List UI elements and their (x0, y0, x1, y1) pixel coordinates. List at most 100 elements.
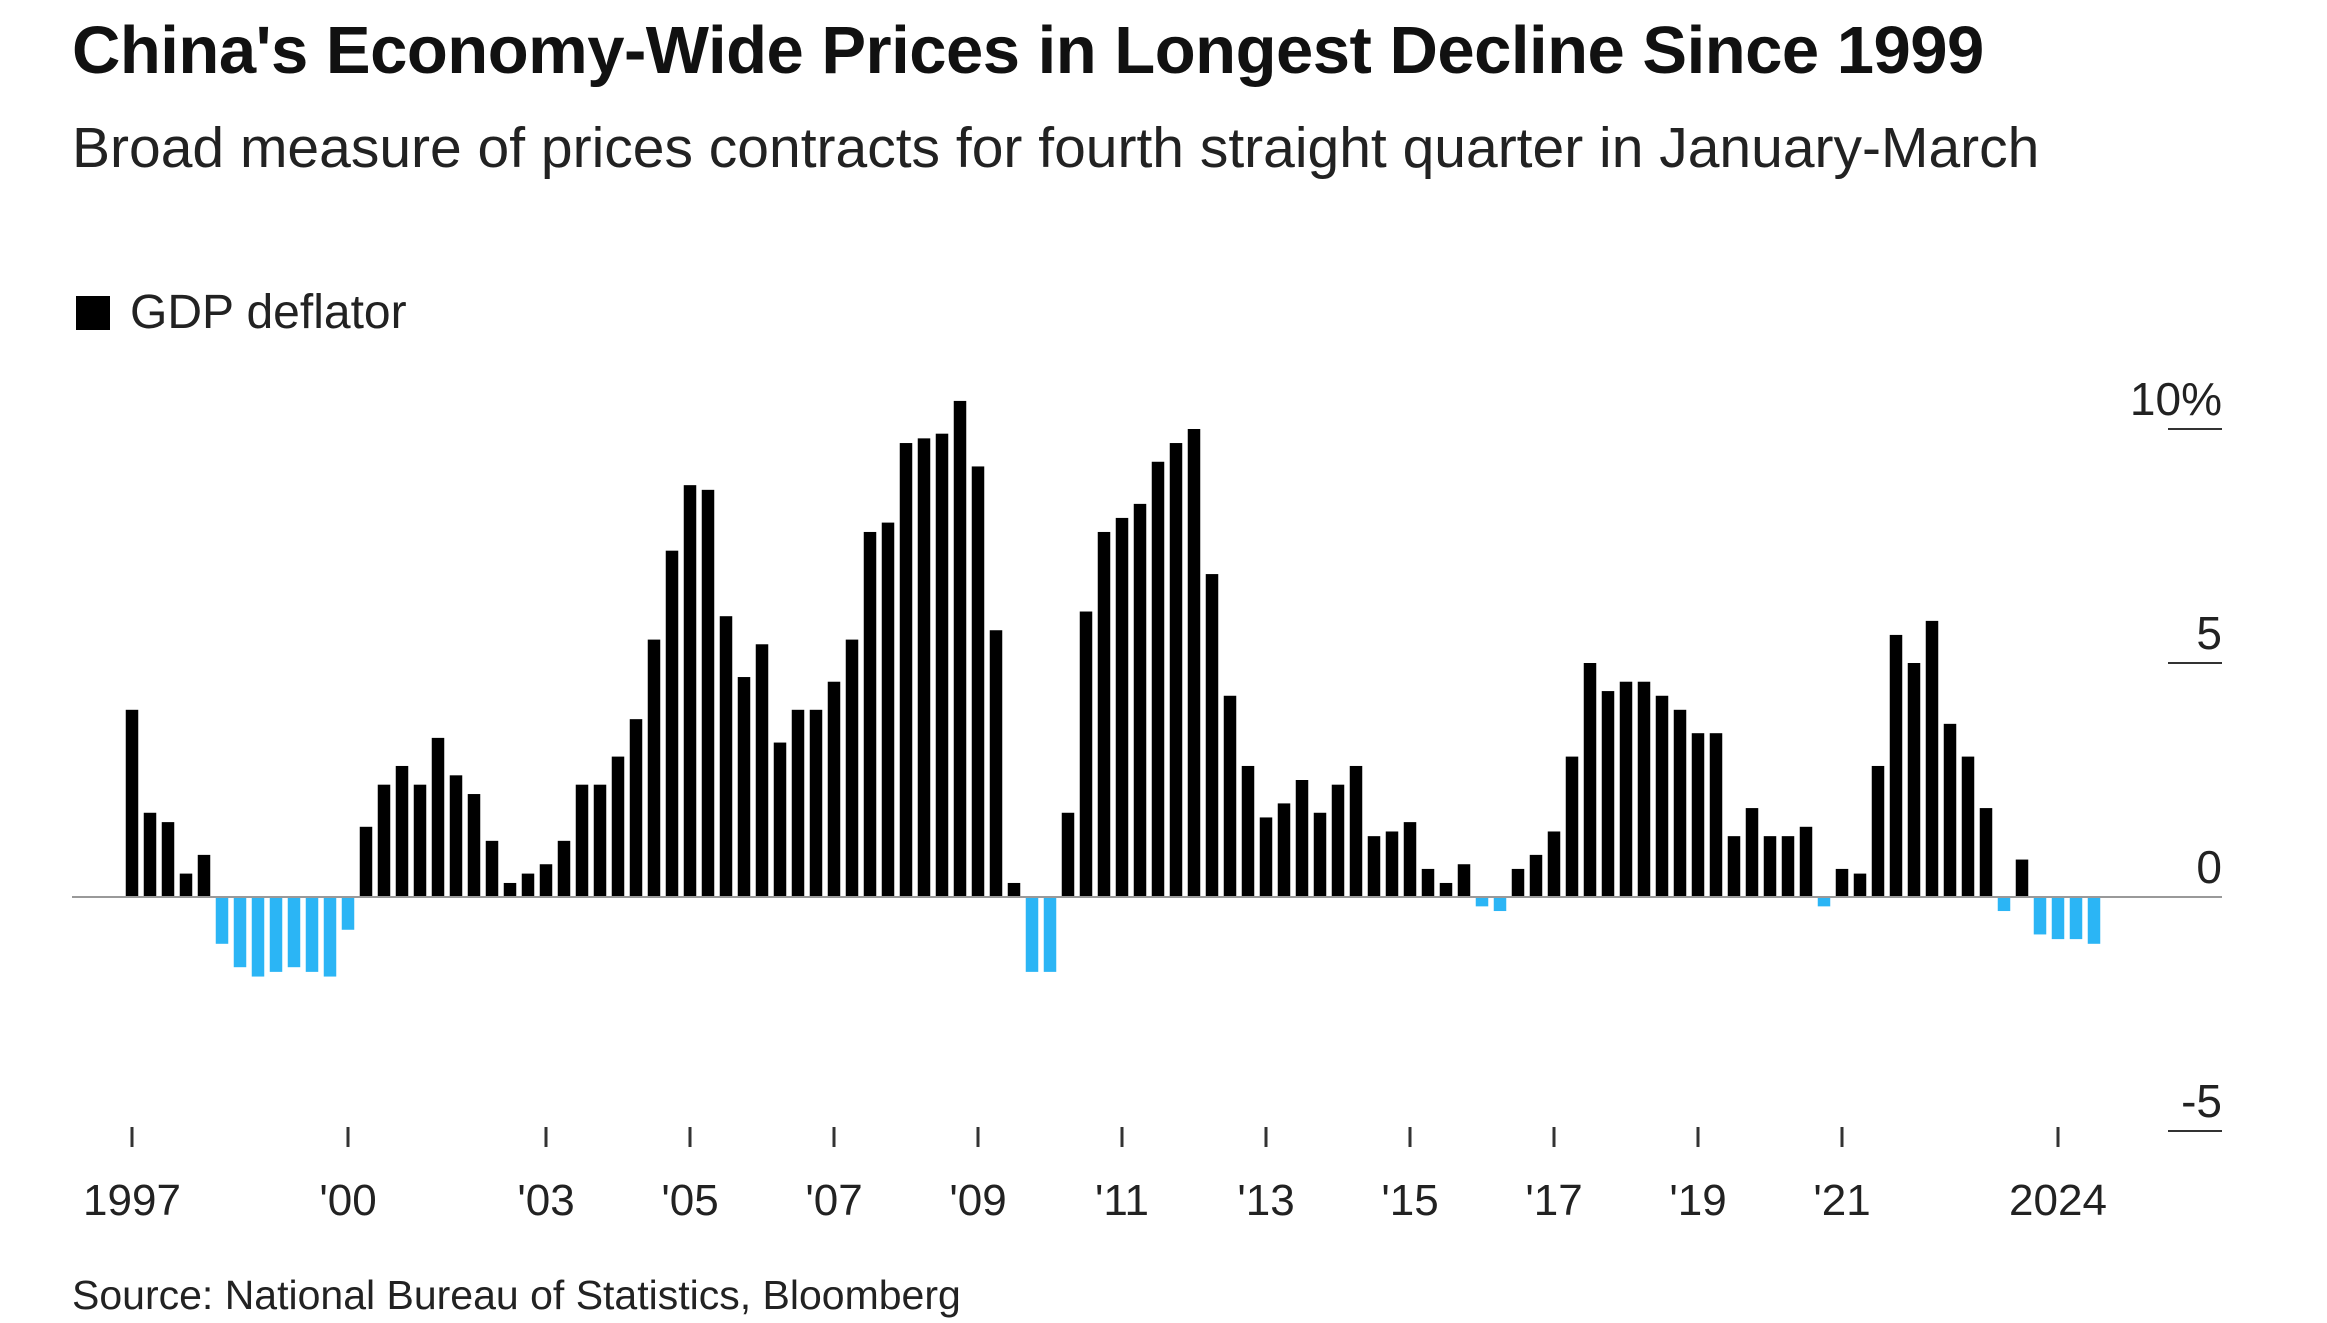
gdp-deflator-bar (449, 775, 463, 897)
gdp-deflator-bar (1223, 695, 1237, 897)
gdp-deflator-bar (773, 742, 787, 897)
gdp-deflator-bar (935, 433, 949, 897)
gdp-deflator-bar (1187, 429, 1201, 897)
gdp-deflator-bar (1601, 691, 1615, 897)
gdp-deflator-bar (251, 897, 265, 977)
gdp-deflator-bar (161, 822, 175, 897)
gdp-deflator-bar (1997, 897, 2011, 912)
gdp-deflator-bar (1385, 831, 1399, 897)
gdp-deflator-bar (359, 826, 373, 897)
gdp-deflator-bar (2051, 897, 2065, 940)
x-tick-label: '00 (319, 1176, 376, 1225)
gdp-deflator-bar (827, 681, 841, 897)
gdp-deflator-bar (1763, 836, 1777, 897)
x-tick-label: '11 (1095, 1176, 1149, 1225)
gdp-deflator-bar (917, 438, 931, 897)
gdp-deflator-bar (809, 709, 823, 897)
gdp-deflator-bar (1169, 443, 1183, 897)
gdp-deflator-bar (1367, 836, 1381, 897)
gdp-deflator-bar (1295, 780, 1309, 897)
gdp-deflator-bar (503, 882, 517, 897)
x-tick-label: '05 (661, 1176, 718, 1225)
gdp-deflator-bar (1781, 836, 1795, 897)
gdp-deflator-bar (1691, 733, 1705, 897)
gdp-deflator-bar (1583, 663, 1597, 897)
legend: GDP deflator (76, 285, 407, 340)
gdp-deflator-bar (413, 784, 427, 897)
x-tick-label: '21 (1813, 1176, 1870, 1225)
gdp-deflator-bar (269, 897, 283, 972)
x-tick-label: 2024 (2009, 1176, 2107, 1225)
gdp-deflator-bar (1007, 882, 1021, 897)
gdp-deflator-bar (1889, 634, 1903, 897)
x-tick-label: '07 (805, 1176, 862, 1225)
gdp-deflator-bar (2069, 897, 2083, 940)
x-tick-label: '03 (517, 1176, 574, 1225)
gdp-deflator-bar (1835, 868, 1849, 897)
gdp-deflator-bar (1439, 882, 1453, 897)
gdp-deflator-bar (1313, 812, 1327, 897)
x-tick-label: '19 (1669, 1176, 1726, 1225)
gdp-deflator-bar (1043, 897, 1057, 972)
x-tick-label: '09 (949, 1176, 1006, 1225)
gdp-deflator-bar (1745, 808, 1759, 897)
gdp-deflator-bar (1349, 765, 1363, 897)
gdp-deflator-bar (233, 897, 247, 968)
gdp-deflator-bar (1817, 897, 1831, 907)
gdp-deflator-bar (701, 489, 715, 897)
gdp-deflator-bar (143, 812, 157, 897)
gdp-deflator-bar (179, 873, 193, 897)
gdp-deflator-bar (521, 873, 535, 897)
gdp-deflator-bar (863, 531, 877, 897)
gdp-deflator-bar (395, 765, 409, 897)
gdp-deflator-bar (125, 709, 139, 897)
gdp-deflator-bar (1799, 826, 1813, 897)
gdp-deflator-bar (845, 639, 859, 897)
gdp-deflator-bar (1061, 812, 1075, 897)
gdp-deflator-bar (1259, 817, 1273, 897)
gdp-deflator-bar (1727, 836, 1741, 897)
gdp-deflator-bar (575, 784, 589, 897)
gdp-deflator-bar (2033, 897, 2047, 935)
gdp-deflator-bar (1925, 620, 1939, 897)
x-tick-label: 1997 (83, 1176, 181, 1225)
gdp-deflator-bar (1457, 864, 1471, 897)
gdp-deflator-bar (377, 784, 391, 897)
gdp-deflator-bar (1529, 854, 1543, 897)
gdp-deflator-bar (1079, 611, 1093, 897)
y-tick-label: 10% (2130, 373, 2222, 425)
gdp-deflator-bar (791, 709, 805, 897)
gdp-deflator-bar (719, 616, 733, 897)
gdp-deflator-bar (1673, 709, 1687, 897)
gdp-deflator-bar (485, 840, 499, 897)
gdp-deflator-bar (2087, 897, 2101, 944)
gdp-deflator-bar (1961, 756, 1975, 897)
gdp-deflator-bar (1565, 756, 1579, 897)
gdp-deflator-bar (1151, 461, 1165, 897)
y-tick-label: 5 (2196, 607, 2222, 659)
gdp-deflator-bar (431, 737, 445, 897)
gdp-deflator-bar (305, 897, 319, 972)
gdp-deflator-bar (557, 840, 571, 897)
gdp-deflator-bar (611, 756, 625, 897)
gdp-deflator-bar (1619, 681, 1633, 897)
gdp-deflator-bar (755, 644, 769, 897)
x-tick-label: '17 (1525, 1176, 1582, 1225)
gdp-deflator-bar (1907, 663, 1921, 897)
legend-label: GDP deflator (130, 286, 407, 339)
gdp-deflator-bar (1493, 897, 1507, 912)
gdp-deflator-bar (2015, 859, 2029, 897)
gdp-deflator-bar (1655, 695, 1669, 897)
gdp-deflator-bar (953, 400, 967, 897)
legend-swatch (76, 295, 110, 330)
gdp-deflator-bar (1277, 803, 1291, 897)
gdp-deflator-bar (971, 466, 985, 897)
gdp-deflator-bar (1853, 873, 1867, 897)
gdp-deflator-bar (1511, 868, 1525, 897)
gdp-deflator-bar (323, 897, 337, 977)
chart-subtitle: Broad measure of prices contracts for fo… (72, 116, 2040, 180)
gdp-deflator-bar (1205, 574, 1219, 897)
gdp-deflator-bar (1547, 831, 1561, 897)
gdp-deflator-bar (593, 784, 607, 897)
